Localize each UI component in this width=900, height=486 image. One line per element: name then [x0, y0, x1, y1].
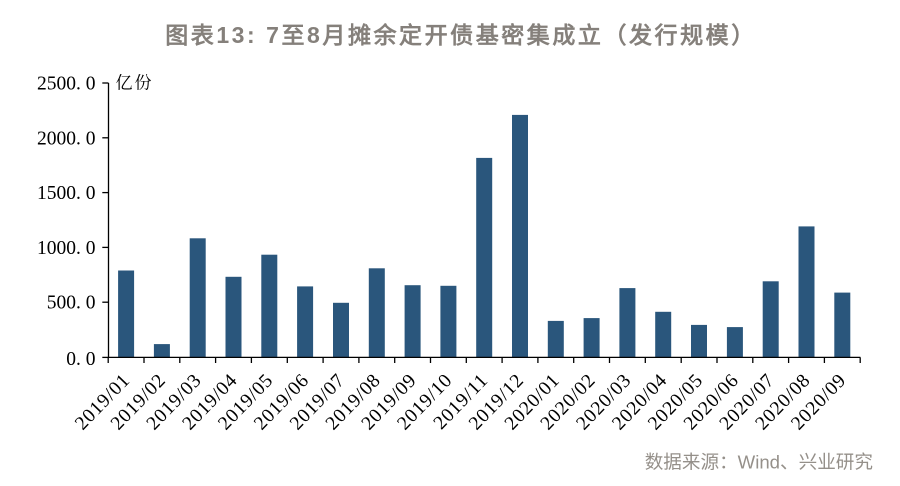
- svg-text:1000. 0: 1000. 0: [37, 238, 96, 259]
- svg-text:500. 0: 500. 0: [47, 293, 96, 314]
- svg-text:数据来源：Wind、兴业研究: 数据来源：Wind、兴业研究: [645, 452, 873, 473]
- svg-text:1500. 0: 1500. 0: [37, 183, 96, 204]
- svg-text:图表13: 7至8月摊余定开债基密集成立（发行规模）: 图表13: 7至8月摊余定开债基密集成立（发行规模）: [165, 22, 757, 48]
- svg-text:亿份: 亿份: [116, 74, 154, 93]
- svg-text:2500. 0: 2500. 0: [37, 74, 96, 95]
- svg-text:0. 0: 0. 0: [66, 349, 95, 370]
- svg-text:2000. 0: 2000. 0: [37, 128, 96, 149]
